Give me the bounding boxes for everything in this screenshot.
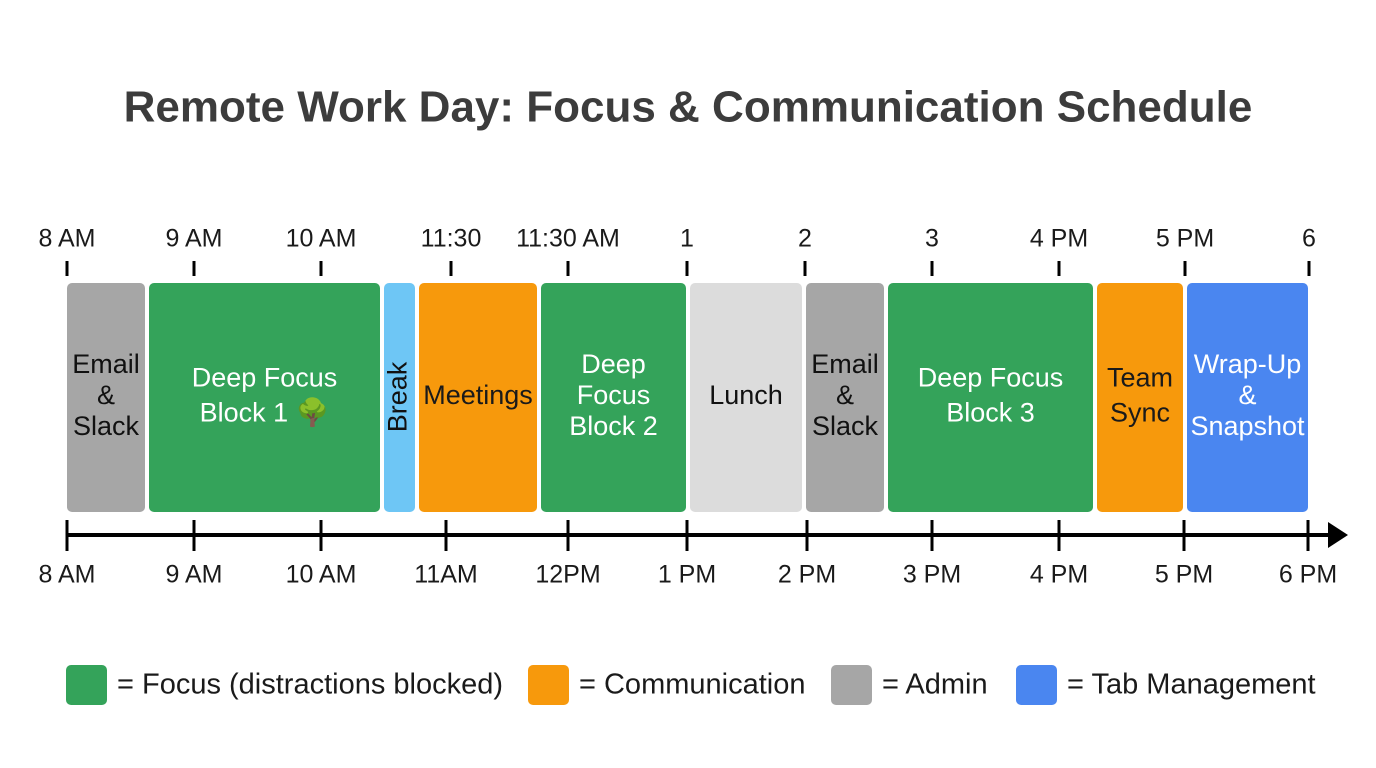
legend-swatch	[831, 665, 872, 705]
block-label: Lunch	[709, 380, 783, 410]
legend-swatch	[528, 665, 569, 705]
block-label: Meetings	[423, 380, 533, 410]
block-label: Block 2	[569, 411, 658, 441]
block-label: Email	[72, 349, 140, 379]
top-time-label: 10 AM	[286, 225, 357, 253]
schedule-block	[419, 283, 537, 512]
block-label: Break	[383, 361, 413, 432]
block-label: Email	[811, 349, 879, 379]
top-time-label: 3	[925, 225, 939, 253]
title: Remote Work Day: Focus & Communication S…	[124, 83, 1253, 132]
top-time-label: 11:30	[421, 225, 482, 253]
bottom-time-label: 12PM	[535, 561, 600, 589]
top-time-label: 4 PM	[1030, 225, 1088, 253]
top-time-label: 9 AM	[166, 225, 223, 253]
legend-label: = Admin	[882, 669, 988, 701]
legend-label: = Focus (distractions blocked)	[117, 669, 503, 701]
bottom-time-label: 5 PM	[1155, 561, 1213, 589]
bottom-time-label: 4 PM	[1030, 561, 1088, 589]
block-label: Snapshot	[1190, 411, 1305, 441]
schedule-block	[541, 283, 686, 512]
block-label: Team	[1107, 363, 1173, 393]
block-label: &	[836, 380, 854, 410]
block-label: Focus	[577, 380, 651, 410]
schedule-block	[384, 283, 415, 512]
bottom-time-label: 10 AM	[286, 561, 357, 589]
block-label: Wrap-Up	[1194, 349, 1302, 379]
block-label: Deep Focus	[192, 363, 338, 393]
top-time-label: 8 AM	[39, 225, 96, 253]
block-label: Block 3	[946, 398, 1035, 428]
top-time-label: 1	[680, 225, 694, 253]
legend-swatch	[1016, 665, 1057, 705]
schedule-block	[806, 283, 884, 512]
bottom-time-label: 6 PM	[1279, 561, 1337, 589]
block-label: Sync	[1110, 398, 1170, 428]
bottom-time-label: 8 AM	[39, 561, 96, 589]
legend-swatch	[66, 665, 107, 705]
bottom-time-label: 11AM	[414, 561, 477, 589]
schedule-block	[1097, 283, 1183, 512]
legend-label: = Tab Management	[1067, 669, 1316, 701]
bottom-time-label: 1 PM	[658, 561, 716, 589]
legend-label: = Communication	[579, 669, 805, 701]
top-time-label: 11:30 AM	[516, 225, 620, 253]
block-label: &	[1238, 380, 1256, 410]
block-label: Deep Focus	[918, 363, 1064, 393]
block-label: Deep	[581, 349, 646, 379]
block-label: Block 1 🌳	[200, 396, 330, 428]
block-label: &	[97, 380, 115, 410]
top-time-label: 2	[798, 225, 812, 253]
axis-arrow	[1328, 522, 1348, 548]
bottom-time-label: 9 AM	[166, 561, 223, 589]
block-label: Slack	[812, 411, 879, 441]
schedule-block	[1187, 283, 1308, 512]
schedule-block	[888, 283, 1093, 512]
schedule-block	[690, 283, 802, 512]
schedule-block	[149, 283, 380, 512]
top-time-label: 6	[1302, 225, 1316, 253]
bottom-time-label: 3 PM	[903, 561, 961, 589]
block-label: Slack	[73, 411, 140, 441]
top-time-label: 5 PM	[1156, 225, 1214, 253]
schedule-block	[67, 283, 145, 512]
bottom-time-label: 2 PM	[778, 561, 836, 589]
